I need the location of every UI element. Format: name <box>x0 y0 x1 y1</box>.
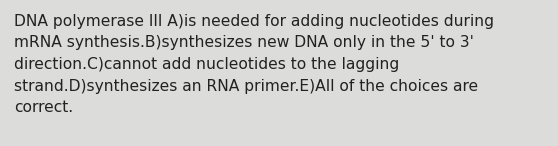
Text: mRNA synthesis.B)synthesizes new DNA only in the 5' to 3': mRNA synthesis.B)synthesizes new DNA onl… <box>14 35 474 51</box>
Text: direction.C)cannot add nucleotides to the lagging: direction.C)cannot add nucleotides to th… <box>14 57 400 72</box>
Text: strand.D)synthesizes an RNA primer.E)All of the choices are: strand.D)synthesizes an RNA primer.E)All… <box>14 79 478 93</box>
Text: correct.: correct. <box>14 100 73 115</box>
Text: DNA polymerase III A)is needed for adding nucleotides during: DNA polymerase III A)is needed for addin… <box>14 14 494 29</box>
